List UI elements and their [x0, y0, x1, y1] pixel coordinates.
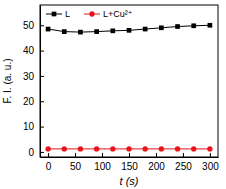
legend-marker: [89, 11, 94, 16]
series-marker: [143, 27, 148, 32]
legend-label: L+Cu²⁺: [103, 9, 133, 19]
y-tick-label: 40: [23, 45, 35, 56]
y-axis: 0 10 20 30 40 50: [23, 6, 44, 158]
y-tick-label: 30: [23, 71, 35, 82]
legend-label: L: [65, 9, 70, 19]
x-tick-mark: [183, 153, 184, 157]
y-tick-mark: [40, 152, 44, 153]
series-marker: [191, 23, 196, 28]
series-marker: [110, 146, 115, 151]
series-marker: [159, 25, 164, 30]
series-line: [48, 25, 210, 32]
y-tick-label: 50: [23, 20, 35, 31]
series-marker: [175, 146, 180, 151]
y-tick: 50: [23, 20, 44, 31]
y-tick: 20: [23, 96, 44, 107]
series-marker: [126, 146, 131, 151]
legend: L L+Cu²⁺: [46, 9, 133, 19]
y-axis-title: F. I. (a. u.): [2, 58, 13, 103]
series-marker: [78, 146, 83, 151]
series-marker: [62, 146, 67, 151]
y-tick-label: 10: [23, 121, 35, 132]
x-tick-label: 0: [46, 161, 52, 172]
x-tick-label: 200: [148, 161, 165, 172]
x-tick-label: 100: [94, 161, 111, 172]
series-marker: [110, 28, 115, 33]
legend-item: L+Cu²⁺: [84, 9, 133, 19]
plot: 0 50 100 150 200 250 300 0 10 20 30 40 50 L L+Cu²⁺: [23, 5, 219, 172]
x-tick-mark: [156, 153, 157, 157]
series-marker: [207, 146, 212, 151]
series-marker: [208, 23, 213, 28]
y-tick-mark: [40, 25, 44, 26]
x-tick: 200: [148, 153, 165, 172]
x-tick: 100: [94, 153, 111, 172]
y-tick-label: 20: [23, 96, 35, 107]
y-tick: 40: [23, 45, 44, 56]
series-marker: [159, 146, 164, 151]
x-tick-label: 50: [70, 161, 82, 172]
x-tick-mark: [48, 153, 49, 157]
series-marker: [127, 28, 132, 33]
x-tick-label: 250: [175, 161, 192, 172]
x-tick: 300: [202, 153, 219, 172]
y-tick-mark: [40, 51, 44, 52]
series-marker: [45, 146, 50, 151]
y-tick-mark: [40, 76, 44, 77]
y-axis-line: [40, 6, 41, 158]
series-marker: [78, 30, 83, 35]
series-marker: [143, 146, 148, 151]
x-axis-title: t (s): [120, 175, 139, 187]
x-tick: 50: [70, 153, 82, 172]
series-marker: [94, 29, 99, 34]
x-tick: 150: [121, 153, 138, 172]
x-tick: 0: [46, 153, 52, 172]
x-tick-mark: [102, 153, 103, 157]
data-area: [45, 23, 212, 152]
x-tick-mark: [210, 153, 211, 157]
x-tick-mark: [75, 153, 76, 157]
legend-item: L: [46, 9, 70, 19]
x-tick-mark: [129, 153, 130, 157]
y-tick-label: 0: [28, 147, 34, 158]
series-marker: [175, 24, 180, 29]
x-tick: 250: [175, 153, 192, 172]
y-tick: 0: [28, 147, 44, 158]
series-marker: [94, 146, 99, 151]
y-tick: 10: [23, 121, 44, 132]
series-marker: [46, 27, 51, 32]
series-marker: [191, 146, 196, 151]
y-tick: 30: [23, 71, 44, 82]
plot-frame: [40, 5, 218, 157]
x-axis-line: [41, 157, 219, 158]
y-tick-mark: [40, 101, 44, 102]
x-tick-label: 150: [121, 161, 138, 172]
chart: 0 50 100 150 200 250 300 0 10 20 30 40 50 L L+Cu²⁺ t (s…: [0, 0, 226, 189]
legend-marker: [52, 12, 57, 17]
x-tick-label: 300: [202, 161, 219, 172]
x-axis: 0 50 100 150 200 250 300: [41, 153, 220, 172]
series-marker: [62, 29, 67, 34]
y-tick-mark: [40, 127, 44, 128]
